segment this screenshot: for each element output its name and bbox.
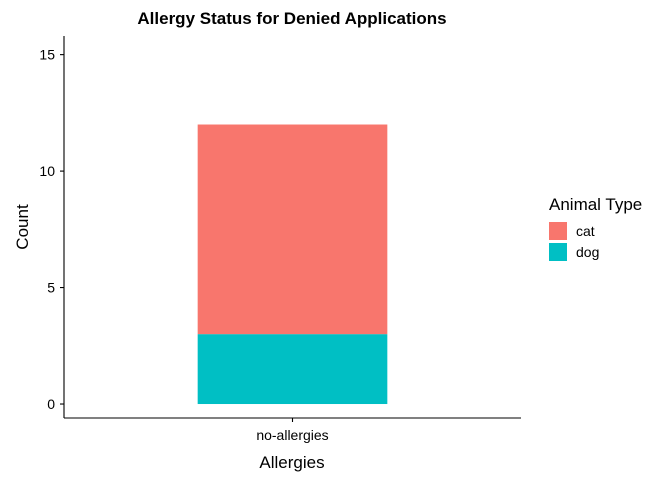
y-tick-label: 15	[39, 47, 55, 63]
plot-area	[197, 124, 388, 405]
legend-items: cat dog	[549, 222, 599, 261]
y-tick-label: 0	[47, 396, 55, 412]
legend-title: Animal Type	[549, 195, 642, 214]
legend: Animal Type cat dog	[549, 195, 642, 261]
x-axis-ticks: no-allergies	[256, 418, 329, 443]
bar-segment-cat	[197, 124, 388, 335]
legend-swatch-dog	[549, 243, 567, 261]
y-tick-label: 5	[47, 280, 55, 296]
legend-label-dog: dog	[576, 244, 599, 260]
bar-segment-dog	[197, 334, 388, 405]
chart-title: Allergy Status for Denied Applications	[137, 9, 446, 28]
y-axis-title: Count	[13, 204, 32, 250]
y-axis-ticks: 0 5 10 15	[39, 47, 64, 412]
legend-swatch-cat	[549, 222, 567, 240]
legend-label-cat: cat	[576, 223, 595, 239]
y-tick-label: 10	[39, 163, 55, 179]
x-axis-title: Allergies	[259, 453, 324, 472]
x-tick-label: no-allergies	[256, 427, 328, 443]
